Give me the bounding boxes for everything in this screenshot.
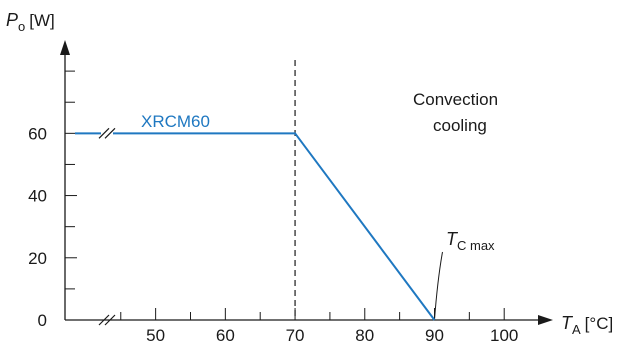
y-axis-arrow: [60, 40, 70, 55]
x-tick-label-100: 100: [490, 326, 518, 345]
tick-labels: 0 20 40 60 50 60 70 80 90 100: [28, 124, 518, 345]
convection-label: Convection: [413, 90, 498, 109]
x-tick-label-50: 50: [146, 326, 165, 345]
x-tick-label-70: 70: [286, 326, 305, 345]
y-axis-subscript: o: [18, 19, 25, 34]
y-tick-label-40: 40: [28, 187, 47, 206]
series-break-gap: [101, 127, 113, 140]
tcmax-label: TC max: [446, 229, 495, 253]
y-tick-label-0: 0: [38, 311, 47, 330]
series-line-xrcm60: [75, 132, 436, 321]
tcmax-subscript: C max: [457, 238, 495, 253]
series-break-mark: [98, 127, 116, 139]
x-tick-label-80: 80: [355, 326, 374, 345]
tcmax-symbol: T: [446, 229, 459, 249]
y-tick-label-20: 20: [28, 249, 47, 268]
y-tick-label-60: 60: [28, 124, 47, 143]
x-axis-unit: [°C]: [585, 314, 614, 333]
y-axis-symbol: P: [6, 10, 18, 30]
y-axis-unit: [W]: [29, 11, 55, 30]
x-tick-label-90: 90: [425, 326, 444, 345]
x-axis-subscript: A: [572, 322, 581, 337]
tcmax-pointer: [433, 251, 443, 321]
x-axis-symbol: T: [561, 313, 574, 333]
cooling-label: cooling: [433, 116, 487, 135]
series-label-xrcm60: XRCM60: [141, 112, 210, 131]
x-axis-break: [98, 314, 116, 326]
x-axis-title: TA [°C]: [561, 313, 613, 337]
x-tick-label-60: 60: [216, 326, 235, 345]
x-axis-arrow: [538, 315, 553, 325]
series-layer: [75, 127, 436, 321]
y-axis-title: Po [W]: [6, 10, 55, 34]
axes: [60, 40, 553, 326]
